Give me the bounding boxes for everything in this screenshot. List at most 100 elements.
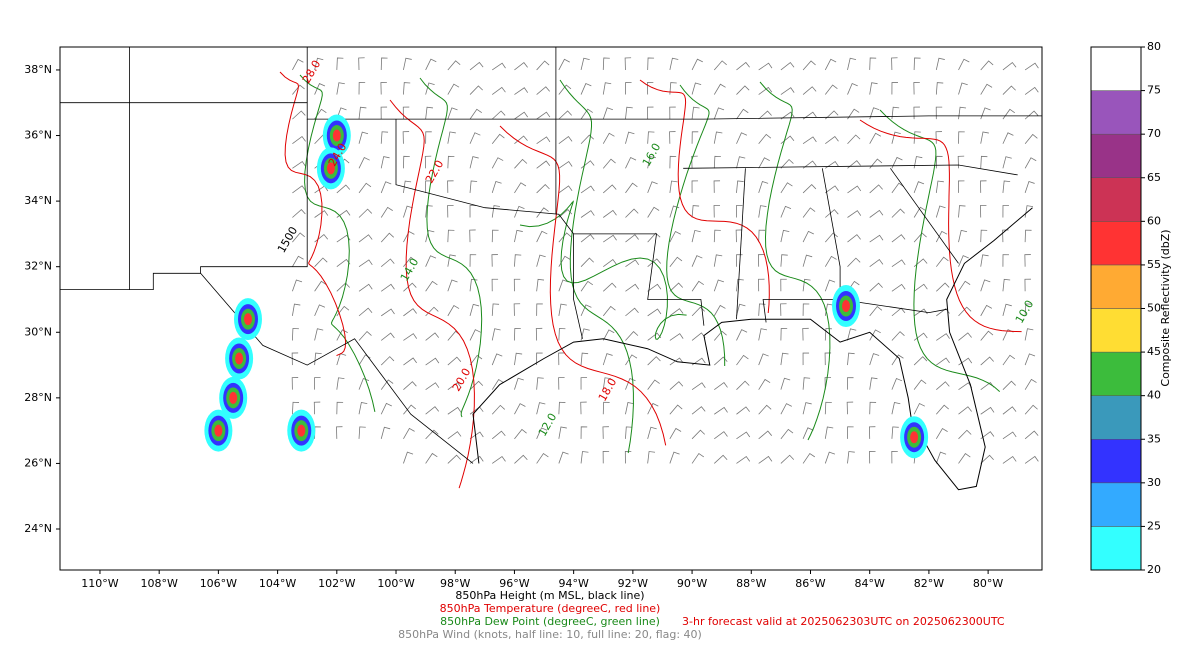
wind-barb — [514, 328, 521, 341]
wind-barb — [980, 180, 987, 193]
wind-barb — [602, 282, 617, 292]
wind-barb — [647, 106, 654, 120]
temperature-contour — [389, 99, 475, 489]
wind-barb — [936, 308, 950, 317]
wind-barb — [314, 304, 326, 317]
wind-barb — [292, 84, 305, 95]
wind-barb — [847, 377, 854, 390]
wind-barb — [491, 430, 506, 440]
wind-barb — [780, 229, 790, 243]
temperature-contour — [639, 79, 770, 314]
wind-barb — [491, 110, 506, 120]
wind-barb — [292, 328, 299, 341]
wind-barb — [1024, 157, 1037, 169]
wind-barb — [780, 87, 795, 95]
wind-barb — [847, 352, 855, 366]
wind-barb — [758, 455, 773, 464]
wind-barb — [380, 356, 395, 366]
wind-barb — [713, 131, 723, 144]
wind-barb — [691, 406, 706, 415]
wind-barb — [847, 426, 854, 439]
wind-barb — [469, 85, 483, 95]
wind-barb — [314, 257, 328, 267]
wind-barb — [958, 453, 971, 464]
wind-barb — [358, 283, 373, 292]
wind-barb — [425, 131, 432, 144]
wind-barb — [980, 155, 988, 169]
wind-barb — [425, 280, 438, 292]
x-tick-label: 98°W — [440, 577, 470, 590]
wind-barb — [403, 282, 417, 292]
wind-barb — [847, 160, 861, 169]
wind-barb — [536, 183, 550, 194]
wind-barb — [358, 82, 366, 95]
wind-barb — [425, 429, 439, 440]
wind-barb — [780, 278, 787, 292]
wind-barb — [403, 230, 415, 243]
wind-barb — [935, 427, 948, 440]
wind-barb — [713, 180, 721, 193]
wind-barb — [403, 451, 414, 464]
wind-barb — [1024, 353, 1036, 366]
wind-barb — [603, 258, 617, 268]
wind-barb — [380, 156, 390, 169]
colorbar-tick-label: 30 — [1147, 476, 1161, 489]
wind-barb — [469, 431, 484, 440]
wind-barb — [1002, 205, 1009, 218]
wind-barb — [402, 131, 410, 144]
wind-barb — [647, 156, 656, 169]
wind-barb — [1002, 303, 1012, 316]
wind-barb — [625, 234, 639, 243]
wind-barb — [736, 406, 750, 415]
wind-barb — [847, 257, 861, 267]
colorbar-bin — [1090, 439, 1142, 484]
wind-barb — [447, 254, 456, 267]
wind-barb — [802, 254, 813, 267]
wind-barb — [802, 136, 817, 145]
wind-barb — [447, 60, 461, 71]
x-tick-label: 88°W — [736, 577, 766, 590]
wind-barb — [647, 206, 660, 218]
wind-barb — [736, 132, 748, 144]
wind-barb — [492, 455, 506, 464]
reflectivity-cell — [214, 424, 223, 437]
caption-height: 850hPa Height (m MSL, black line) — [455, 589, 644, 602]
wind-barb — [869, 158, 883, 169]
wind-barb — [292, 255, 304, 267]
colorbar-bin — [1090, 395, 1142, 440]
wind-barb — [758, 110, 772, 120]
wind-barb — [313, 401, 321, 415]
wind-barb — [958, 131, 965, 144]
wind-barb — [491, 303, 500, 316]
wind-barb — [491, 378, 504, 390]
wind-barb — [780, 158, 794, 169]
wind-barb — [1002, 132, 1014, 144]
wind-barb — [425, 332, 440, 341]
wind-barb — [425, 106, 434, 120]
wind-barb — [736, 61, 750, 71]
colorbar-tick-label: 80 — [1147, 40, 1161, 53]
wind-barb — [847, 82, 858, 95]
wind-barb — [758, 62, 773, 71]
wind-barb — [891, 182, 905, 194]
wind-barb — [802, 377, 811, 390]
wind-barb — [625, 131, 635, 144]
wind-barb — [558, 303, 567, 316]
wind-barb — [602, 450, 610, 464]
wind-barb — [1002, 156, 1012, 169]
wind-barb — [802, 60, 816, 71]
wind-barb — [780, 303, 787, 316]
wind-barb — [536, 452, 549, 464]
wind-barb — [825, 185, 839, 194]
wind-barb — [291, 377, 299, 390]
wind-barb — [936, 381, 950, 390]
wind-barb — [891, 234, 906, 243]
wind-barb — [802, 303, 810, 316]
wind-barb — [758, 430, 773, 440]
wind-barb — [913, 379, 927, 390]
wind-barb — [625, 82, 632, 95]
wind-barb — [603, 234, 617, 243]
wind-barb — [802, 427, 814, 439]
wind-barb — [824, 58, 837, 71]
wind-barb — [847, 57, 857, 71]
